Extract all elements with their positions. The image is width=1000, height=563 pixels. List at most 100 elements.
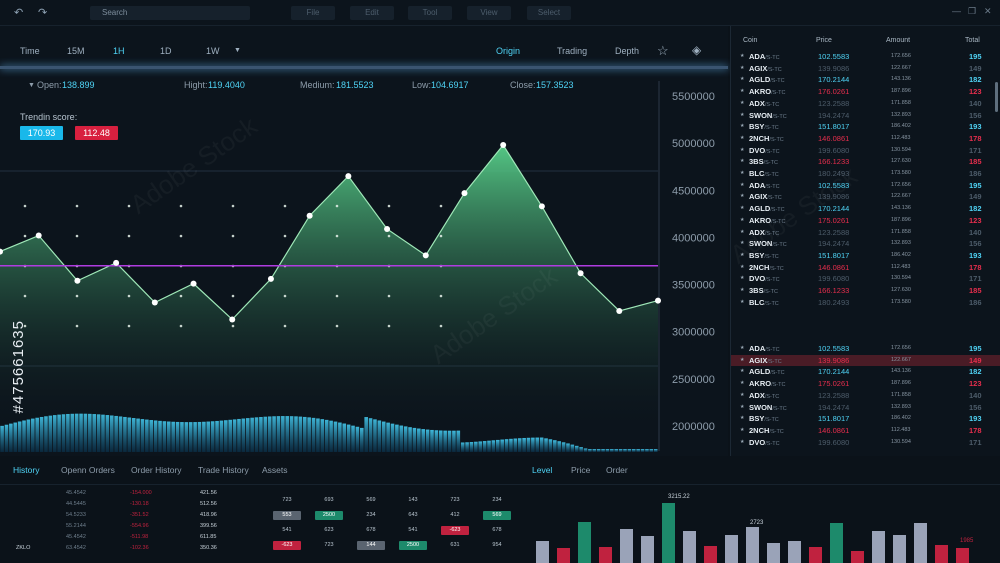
redo-icon[interactable]: ↷	[38, 7, 48, 19]
level-bar[interactable]	[830, 523, 843, 563]
level-bar[interactable]	[620, 529, 633, 563]
price-point[interactable]	[0, 248, 3, 255]
order-grid-cell[interactable]: -623	[441, 526, 469, 535]
close-icon[interactable]: ✕	[984, 6, 992, 16]
history-row[interactable]: 45.4542 -154.000 421.56	[8, 489, 238, 500]
level-bar[interactable]	[935, 545, 948, 563]
price-point[interactable]	[190, 280, 197, 287]
coin-row[interactable]: ★ 3BS/S-TC 166.1233 127.630 185	[731, 285, 1000, 297]
coin-row[interactable]: ★ SWON/S-TC 194.2474 132.893 156	[731, 110, 1000, 122]
drawing-tool-icon[interactable]: ◈	[692, 43, 702, 57]
order-grid-cell[interactable]: 569	[483, 511, 511, 520]
coin-list-scrollbar[interactable]	[995, 82, 998, 112]
order-grid-cell[interactable]: -623	[273, 541, 301, 550]
order-grid-cell[interactable]: 723	[324, 542, 334, 548]
menu-edit[interactable]: Edit	[350, 6, 394, 20]
price-point[interactable]	[113, 259, 120, 266]
caret-down-icon[interactable]: ▼	[28, 82, 35, 89]
coin-row[interactable]: ★ AKRO/S-TC 175.0261 187.896 123	[731, 378, 1000, 390]
level-bar[interactable]	[956, 548, 969, 563]
coin-row[interactable]: ★ 2NCH/S-TC 146.0861 112.483 178	[731, 262, 1000, 274]
price-point[interactable]	[500, 142, 507, 149]
level-bar[interactable]	[557, 548, 570, 563]
level-bar[interactable]	[893, 535, 906, 563]
order-grid-cell[interactable]: 631	[450, 542, 460, 548]
price-point[interactable]	[461, 190, 468, 197]
order-grid-cell[interactable]: 693	[324, 497, 334, 503]
coin-row[interactable]: ★ SWON/S-TC 194.2474 132.893 156	[731, 402, 1000, 414]
order-grid-cell[interactable]: 553	[273, 511, 301, 520]
coin-row[interactable]: ★ ADA/S-TC 102.5583 172.656 195	[731, 180, 1000, 192]
order-grid-cell[interactable]: 2500	[315, 511, 343, 520]
order-grid-cell[interactable]: 643	[408, 512, 418, 518]
price-point[interactable]	[577, 270, 584, 277]
minimize-icon[interactable]: —	[952, 6, 961, 16]
coin-row[interactable]: ★ BLC/S-TC 180.2493 173.580 186	[731, 297, 1000, 309]
order-grid-cell[interactable]: 541	[408, 527, 418, 533]
coin-row[interactable]: ★ 2NCH/S-TC 146.0861 112.483 178	[731, 133, 1000, 145]
price-point[interactable]	[35, 232, 42, 239]
level-bar[interactable]	[662, 503, 675, 563]
order-grid-cell[interactable]: 144	[357, 541, 385, 550]
history-row[interactable]: 54.5233 -351.52 418.96	[8, 511, 238, 522]
order-grid-cell[interactable]: 569	[366, 497, 376, 503]
coin-row[interactable]: ★ AKRO/S-TC 176.0261 187.896 123	[731, 86, 1000, 98]
order-grid-cell[interactable]: 678	[366, 527, 376, 533]
price-point[interactable]	[616, 307, 623, 314]
level-bar[interactable]	[788, 541, 801, 563]
tab-history[interactable]: History	[13, 465, 40, 475]
order-grid-cell[interactable]: 678	[492, 527, 502, 533]
coin-row[interactable]: ★ AGLD/S-TC 170.2144 143.136 182	[731, 366, 1000, 378]
history-row[interactable]: 55.2144 -554.96 399.56	[8, 522, 238, 533]
tab-trade-history[interactable]: Trade History	[198, 465, 249, 475]
coin-row[interactable]: ★ SWON/S-TC 194.2474 132.893 156	[731, 238, 1000, 250]
order-grid-cell[interactable]: 2500	[399, 541, 427, 550]
price-point[interactable]	[422, 252, 429, 259]
price-point[interactable]	[267, 275, 274, 282]
order-grid-cell[interactable]: 541	[282, 527, 292, 533]
history-row[interactable]: 44.5445 -130.18 512.56	[8, 500, 238, 511]
tab-order[interactable]: Order	[606, 465, 628, 475]
level-bar[interactable]	[767, 543, 780, 563]
tab-price[interactable]: Price	[571, 465, 591, 475]
timeframe-1w[interactable]: 1W	[206, 46, 220, 56]
order-grid-cell[interactable]: 723	[282, 497, 292, 503]
coin-row[interactable]: ★ 3BS/S-TC 166.1233 127.630 185	[731, 156, 1000, 168]
coin-row[interactable]: ★ AGIX/S-TC 139.9086 122.667 149	[731, 63, 1000, 75]
order-grid-cell[interactable]: 623	[324, 527, 334, 533]
history-row[interactable]: 45.4542 -511.98 611.85	[8, 533, 238, 544]
search-input[interactable]: Search	[90, 6, 250, 20]
menu-select[interactable]: Select	[527, 6, 571, 20]
tab-trading[interactable]: Trading	[557, 46, 588, 56]
order-grid-cell[interactable]: 723	[450, 497, 460, 503]
order-grid-cell[interactable]: 234	[492, 497, 502, 503]
coin-row[interactable]: ★ AGLD/S-TC 170.2144 143.136 182	[731, 203, 1000, 215]
tab-depth[interactable]: Depth	[615, 46, 640, 56]
level-bar[interactable]	[704, 546, 717, 563]
level-bar[interactable]	[914, 523, 927, 563]
coin-row[interactable]: ★ BSY/S-TC 151.8017 186.402 193	[731, 121, 1000, 133]
level-bar[interactable]	[599, 547, 612, 563]
coin-row[interactable]: ★ ADA/S-TC 102.5583 172.656 195	[731, 51, 1000, 63]
maximize-icon[interactable]: ❐	[968, 6, 977, 16]
level-bar[interactable]	[641, 536, 654, 563]
timeframe-15m[interactable]: 15M	[67, 46, 85, 56]
tab-open-orders[interactable]: Openn Orders	[61, 465, 115, 475]
coin-row[interactable]: ★ BSY/S-TC 151.8017 186.402 193	[731, 413, 1000, 425]
timeframe-1d[interactable]: 1D	[160, 46, 172, 56]
order-grid-cell[interactable]: 143	[408, 497, 418, 503]
history-row[interactable]: ZKLO 63.4542 -102.36 350.36	[8, 544, 238, 555]
menu-file[interactable]: File	[291, 6, 335, 20]
coin-row[interactable]: ★ AGIX/S-TC 139.9086 122.667 149	[731, 354, 1000, 367]
chevron-down-icon[interactable]: ▼	[234, 47, 241, 54]
price-point[interactable]	[655, 297, 661, 304]
coin-row[interactable]: ★ AGLD/S-TC 170.2144 143.136 182	[731, 74, 1000, 86]
level-bar[interactable]	[746, 527, 759, 563]
price-point[interactable]	[384, 225, 391, 232]
price-point[interactable]	[151, 299, 158, 306]
coin-row[interactable]: ★ AGIX/S-TC 139.9086 122.667 149	[731, 191, 1000, 203]
coin-row[interactable]: ★ 2NCH/S-TC 146.0861 112.483 178	[731, 425, 1000, 437]
level-bar[interactable]	[872, 531, 885, 563]
tab-origin[interactable]: Origin	[496, 46, 521, 56]
coin-row[interactable]: ★ DVO/S-TC 199.6080 130.594 171	[731, 273, 1000, 285]
